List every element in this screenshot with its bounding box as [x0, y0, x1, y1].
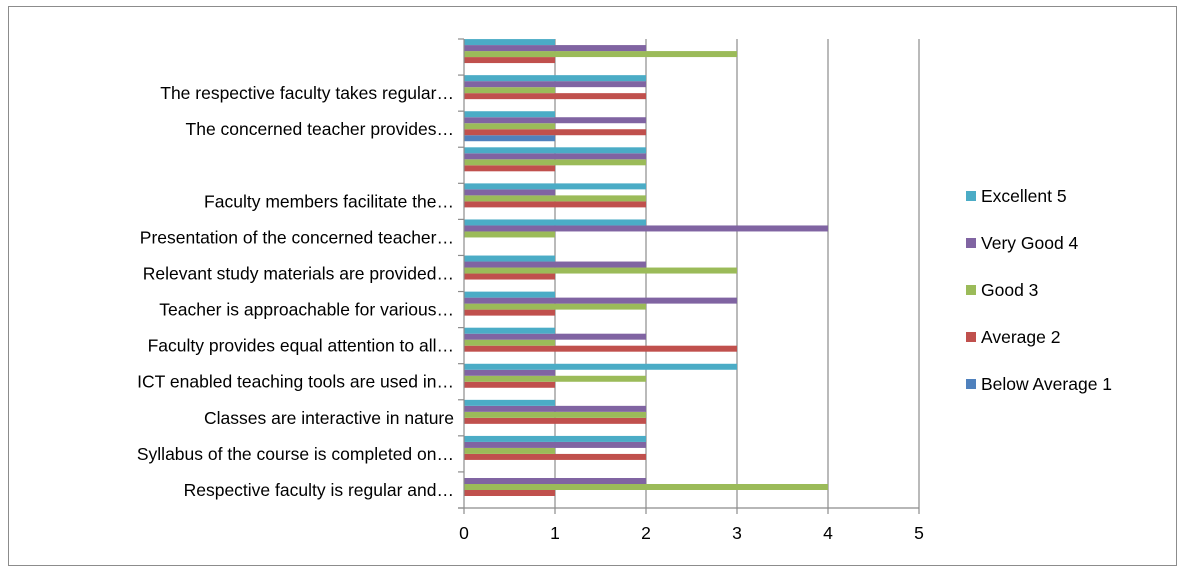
category-label: Presentation of the concerned teacher… [140, 227, 454, 247]
legend-label: Average 2 [981, 327, 1060, 347]
bars [464, 39, 828, 496]
bar-very-good-4-7 [464, 225, 828, 232]
bar-good-3-11 [464, 87, 555, 94]
bar-good-3-9 [464, 159, 646, 166]
x-tick-label: 0 [459, 523, 469, 543]
x-tick-labels: 0 1 2 3 4 5 [459, 523, 924, 543]
bar-average-2-0 [464, 490, 555, 496]
bar-excellent-5-11 [464, 75, 646, 82]
category-label: Classes are interactive in nature [204, 408, 454, 428]
bar-very-good-4-9 [464, 153, 646, 160]
bar-excellent-5-10 [464, 111, 555, 118]
bar-average-2-2 [464, 417, 646, 424]
legend-swatch [966, 191, 976, 201]
bar-excellent-5-5 [464, 291, 555, 298]
x-tick-label: 3 [732, 523, 742, 543]
bar-very-good-4-11 [464, 81, 646, 88]
bar-average-2-12 [464, 57, 555, 64]
bar-good-3-10 [464, 123, 555, 130]
bar-excellent-5-2 [464, 399, 555, 406]
category-label: Syllabus of the course is completed on… [137, 444, 454, 464]
bar-average-2-6 [464, 273, 555, 280]
category-label: Respective faculty is regular and… [184, 480, 454, 500]
x-tick-label: 1 [550, 523, 560, 543]
x-tick-label: 2 [641, 523, 651, 543]
bar-very-good-4-0 [464, 478, 646, 484]
legend: Excellent 5 Very Good 4 Good 3 Average 2 Bel… [966, 186, 1112, 394]
bar-average-2-4 [464, 345, 737, 352]
bar-excellent-5-8 [464, 183, 646, 190]
category-label: ICT enabled teaching tools are used in… [137, 372, 454, 392]
x-tick-label: 5 [914, 523, 924, 543]
bar-excellent-5-4 [464, 327, 555, 334]
category-label: The concerned teacher provides… [186, 119, 454, 139]
bar-good-3-8 [464, 195, 646, 202]
bar-average-2-3 [464, 381, 555, 388]
bar-average-2-5 [464, 309, 555, 316]
bar-good-3-2 [464, 411, 646, 418]
bar-good-3-3 [464, 375, 646, 382]
bar-good-3-1 [464, 447, 555, 454]
bar-average-2-11 [464, 93, 646, 100]
bar-good-3-6 [464, 267, 737, 274]
category-label: Relevant study materials are provided… [143, 264, 454, 284]
axes [458, 38, 919, 514]
bar-very-good-4-1 [464, 441, 646, 448]
bar-average-2-10 [464, 129, 646, 136]
bar-very-good-4-12 [464, 45, 646, 52]
legend-swatch [966, 238, 976, 248]
bar-excellent-5-9 [464, 147, 646, 154]
bar-excellent-5-7 [464, 219, 646, 226]
bar-average-2-1 [464, 453, 646, 460]
category-label: Faculty members facilitate the… [204, 191, 454, 211]
bar-very-good-4-2 [464, 405, 646, 412]
bar-good-3-4 [464, 339, 555, 346]
bar-average-2-9 [464, 165, 555, 172]
bar-very-good-4-4 [464, 333, 646, 340]
bar-very-good-4-10 [464, 117, 646, 124]
legend-label: Below Average 1 [981, 374, 1112, 394]
legend-label: Excellent 5 [981, 186, 1067, 206]
x-tick-label: 4 [823, 523, 833, 543]
bar-very-good-4-6 [464, 261, 646, 268]
category-labels: Respective faculty is regular and… Syllab… [137, 83, 454, 500]
bar-below-average-1-10 [464, 135, 555, 142]
bar-excellent-5-3 [464, 363, 737, 370]
legend-swatch [966, 332, 976, 342]
bar-good-3-5 [464, 303, 646, 310]
category-label: Teacher is approachable for various… [159, 300, 454, 320]
bar-good-3-0 [464, 484, 828, 490]
legend-swatch [966, 379, 976, 389]
bar-very-good-4-5 [464, 297, 737, 304]
bar-very-good-4-8 [464, 189, 555, 196]
category-label: The respective faculty takes regular… [160, 83, 454, 103]
legend-label: Very Good 4 [981, 233, 1079, 253]
chart-frame: Respective faculty is regular and… Syllab… [8, 6, 1177, 566]
bar-good-3-7 [464, 231, 555, 238]
bar-good-3-12 [464, 51, 737, 58]
category-label: Faculty provides equal attention to all… [148, 336, 454, 356]
legend-label: Good 3 [981, 280, 1038, 300]
bar-average-2-8 [464, 201, 646, 208]
legend-swatch [966, 285, 976, 295]
bar-excellent-5-1 [464, 435, 646, 442]
bar-excellent-5-12 [464, 39, 555, 46]
bar-excellent-5-6 [464, 255, 555, 262]
bar-very-good-4-3 [464, 369, 555, 376]
bar-chart: Respective faculty is regular and… Syllab… [137, 38, 1112, 543]
